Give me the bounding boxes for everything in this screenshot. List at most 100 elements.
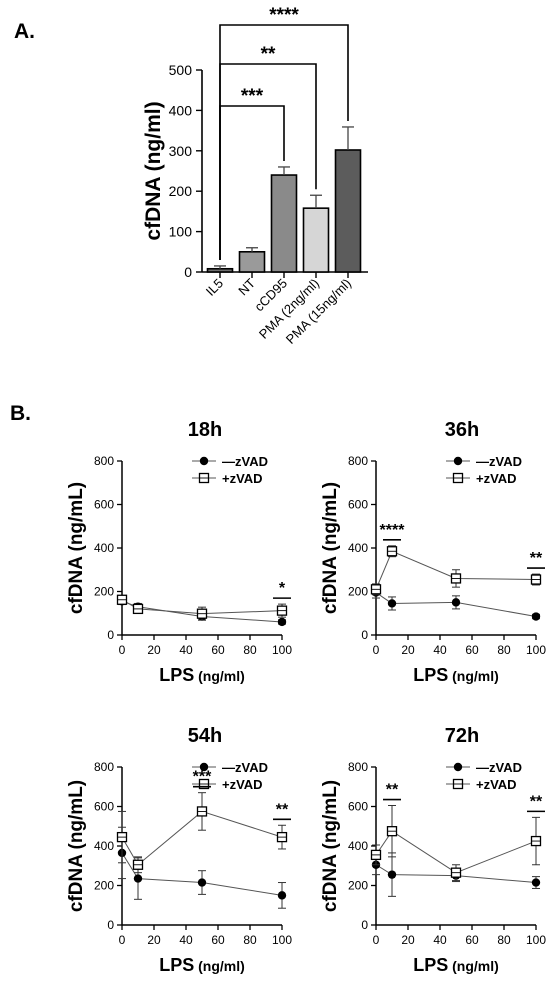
x-axis-title: LPS (ng/ml) <box>159 665 245 685</box>
data-point-minus-zvad <box>133 874 143 883</box>
series-line <box>375 830 537 874</box>
y-axis-title: cfDNA (ng/mL) <box>320 482 341 614</box>
bar <box>238 251 266 273</box>
x-tick-label: 80 <box>243 933 257 947</box>
x-tick-label: 20 <box>401 643 415 657</box>
significance-label: * <box>279 580 286 597</box>
x-tick-label: 100 <box>272 933 292 947</box>
panel-title: 18h <box>188 419 222 441</box>
line-chart-panel: 54h 0 200 400 600 800 0 20 40 60 80 100 cfDNA (ng/mL… <box>66 725 292 975</box>
x-tick-label: 0 <box>373 933 380 947</box>
x-axis-title: LPS (ng/ml) <box>413 665 499 685</box>
x-axis-title: LPS (ng/ml) <box>159 955 245 975</box>
y-tick-label: 200 <box>348 879 368 893</box>
panel-title: 72h <box>445 725 479 747</box>
y-tick-label: 100 <box>169 224 193 240</box>
legend-label: —zVAD <box>222 760 268 775</box>
x-axis-title-unit: (ng/ml) <box>194 668 245 684</box>
x-tick-label: 80 <box>497 933 511 947</box>
x-tick-label: 100 <box>526 933 546 947</box>
y-tick-label: 400 <box>169 102 193 118</box>
x-tick-label: 40 <box>179 643 193 657</box>
x-tick-label: 40 <box>179 933 193 947</box>
data-point-minus-zvad <box>387 599 397 608</box>
x-axis-title-unit: (ng/ml) <box>448 958 499 974</box>
y-axis-title: cfDNA (ng/mL) <box>66 780 87 912</box>
x-tick-label: 20 <box>147 643 161 657</box>
y-tick-label: 600 <box>348 498 368 512</box>
y-tick-label: 0 <box>361 628 368 642</box>
x-tick-label: 60 <box>211 643 225 657</box>
y-axis-title: cfDNA (ng/ml) <box>142 101 165 240</box>
significance-label: ** <box>276 801 289 818</box>
y-tick-label: 0 <box>184 264 192 280</box>
y-tick-label: 200 <box>94 879 114 893</box>
data-point-minus-zvad <box>451 598 461 607</box>
x-tick-label: 100 <box>526 643 546 657</box>
significance-label: *** <box>241 86 264 107</box>
y-tick-label: 0 <box>107 628 114 642</box>
y-tick-label: 400 <box>94 541 114 555</box>
y-tick-label: 600 <box>94 498 114 512</box>
x-tick-label: NT <box>235 275 258 298</box>
line-chart-panel: 18h 0 200 400 600 800 0 20 40 60 80 100 cfDNA (ng/mL… <box>66 419 292 685</box>
panel-title: 54h <box>188 725 222 747</box>
panel-title: 36h <box>445 419 479 441</box>
significance-label: **** <box>380 522 406 539</box>
x-axis-title-main: LPS <box>159 955 194 975</box>
significance-label: ** <box>261 44 276 65</box>
x-tick-label: 40 <box>433 933 447 947</box>
data-point-minus-zvad <box>531 878 541 887</box>
x-tick-label: 40 <box>433 643 447 657</box>
y-tick-label: 400 <box>94 839 114 853</box>
panel-b-label: B. <box>10 402 31 425</box>
bar <box>270 174 298 273</box>
panel-a-label: A. <box>14 20 35 43</box>
y-tick-label: 300 <box>169 143 193 159</box>
y-tick-label: 600 <box>94 800 114 814</box>
significance-label: ** <box>386 782 399 799</box>
data-point-minus-zvad <box>531 612 541 621</box>
y-tick-label: 0 <box>107 918 114 932</box>
y-tick-label: 800 <box>348 760 368 774</box>
y-axis-title: cfDNA (ng/mL) <box>320 780 341 912</box>
series-line <box>121 810 283 866</box>
x-axis-title-unit: (ng/ml) <box>194 958 245 974</box>
significance-label: ** <box>530 550 543 567</box>
y-tick-label: 800 <box>94 760 114 774</box>
series-line <box>121 599 283 615</box>
bar <box>334 149 362 273</box>
line-chart-panel: 72h 0 200 400 600 800 0 20 40 60 80 100 cfDNA (ng/mL… <box>320 725 546 975</box>
legend-marker-minus-zvad <box>453 456 463 466</box>
y-tick-label: 400 <box>348 839 368 853</box>
significance-label: *** <box>193 769 212 786</box>
legend-marker-minus-zvad <box>199 762 209 772</box>
legend-label: —zVAD <box>476 454 522 469</box>
line-chart-panel: 36h 0 200 400 600 800 0 20 40 60 80 100 cfDNA (ng/mL… <box>320 419 546 685</box>
y-tick-label: 200 <box>94 585 114 599</box>
x-axis-title-main: LPS <box>159 665 194 685</box>
y-tick-label: 200 <box>169 183 193 199</box>
y-tick-label: 200 <box>348 585 368 599</box>
y-tick-label: 600 <box>348 800 368 814</box>
series-line <box>121 852 283 896</box>
legend-label: +zVAD <box>476 777 517 792</box>
x-tick-label: 100 <box>272 643 292 657</box>
y-tick-label: 800 <box>94 454 114 468</box>
x-axis-title: LPS (ng/ml) <box>413 955 499 975</box>
significance-bracket <box>219 24 349 260</box>
x-tick-label: 20 <box>147 933 161 947</box>
y-tick-label: 0 <box>361 918 368 932</box>
significance-bracket <box>219 63 317 260</box>
x-tick-label: 20 <box>401 933 415 947</box>
x-tick-label: 60 <box>211 933 225 947</box>
data-point-minus-zvad <box>277 891 287 900</box>
legend-label: +zVAD <box>222 777 263 792</box>
series-line <box>375 550 537 590</box>
data-point-minus-zvad <box>277 617 287 627</box>
significance-label: ** <box>530 793 543 810</box>
data-point-minus-zvad <box>387 870 397 879</box>
